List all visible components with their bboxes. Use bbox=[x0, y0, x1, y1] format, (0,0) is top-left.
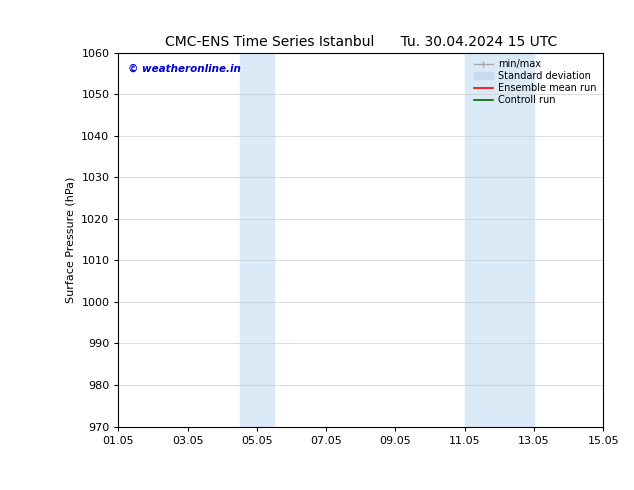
Legend: min/max, Standard deviation, Ensemble mean run, Controll run: min/max, Standard deviation, Ensemble me… bbox=[472, 57, 598, 107]
Y-axis label: Surface Pressure (hPa): Surface Pressure (hPa) bbox=[66, 176, 75, 303]
Bar bbox=[240, 52, 275, 427]
Bar bbox=[465, 52, 534, 427]
Text: © weatheronline.in: © weatheronline.in bbox=[128, 64, 241, 74]
Title: CMC-ENS Time Series Istanbul      Tu. 30.04.2024 15 UTC: CMC-ENS Time Series Istanbul Tu. 30.04.2… bbox=[165, 35, 557, 49]
